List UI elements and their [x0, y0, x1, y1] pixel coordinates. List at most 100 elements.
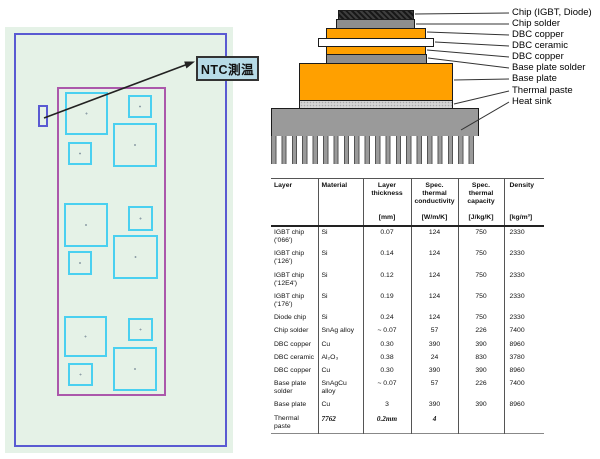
table-cell: 2330 [509, 271, 525, 279]
module-outline [14, 33, 227, 447]
table-cell: 124 [411, 311, 459, 325]
chip-solder-layer [336, 19, 415, 29]
table-cell: 124 [411, 290, 459, 312]
chip-layer [338, 10, 414, 20]
table-cell: DBC copper [271, 338, 319, 352]
table-cell: 226 [458, 377, 505, 399]
table-cell: 2330 [509, 292, 525, 300]
table-cell: Base plate solder [271, 377, 319, 399]
table-cell: 7400 [509, 327, 525, 335]
table-header-row: Layer Material Layer thickness [mm] Spec.… [271, 178, 544, 226]
chip-square [68, 142, 92, 165]
stack-label-bp-solder: Base plate solder [512, 62, 586, 73]
stack-label-chip-solder: Chip solder [512, 18, 561, 29]
table-cell [458, 412, 505, 434]
table-cell: 4 [411, 412, 459, 434]
table-cell: 0.19 [363, 290, 412, 312]
chip-square [64, 203, 108, 247]
table-cell: 750 [458, 269, 505, 291]
table-cell: 7762 [318, 412, 364, 434]
module-layout-panel: NTC測温 [0, 0, 266, 459]
table-cell: 8960 [509, 340, 525, 348]
table-cell: DBC copper [271, 364, 319, 378]
chip-square [113, 123, 157, 167]
header-thickness: Layer thickness [mm] [363, 178, 412, 226]
table-cell: Base plate [271, 398, 319, 412]
table-cell: SnAgCu alloy [318, 377, 364, 399]
header-conductivity: Spec. thermal conductivity [W/m/K] [411, 178, 459, 226]
table-cell: 8960 [509, 401, 525, 409]
chip-square [64, 316, 107, 357]
table-cell: IGBT chip ('12E4') [271, 269, 319, 291]
table-cell: Al₂O₃ [318, 351, 364, 365]
table-row: DBC ceramic Al₂O₃ 0.38 24 830 3780 [271, 351, 544, 365]
table-cell: 0.14 [363, 247, 412, 270]
table-cell: Si [318, 247, 364, 270]
chip-square [68, 251, 92, 275]
table-row: Diode chip Si 0.24 124 750 2330 [271, 311, 544, 325]
table-cell: Si [318, 290, 364, 312]
table-cell: IGBT chip ('066') [271, 225, 319, 248]
table-cell: IGBT chip ('176') [271, 290, 319, 312]
table-cell: 3780 [509, 353, 525, 361]
table-cell: 7400 [509, 380, 525, 388]
table-row: DBC copper Cu 0.30 390 390 8960 [271, 364, 544, 378]
ntc-sensor-rect [38, 105, 48, 127]
table-row: IGBT chip ('176') Si 0.19 124 750 2330 [271, 290, 544, 312]
chip-square [113, 235, 158, 279]
table-cell: Cu [318, 338, 364, 352]
table-row: Chip solder SnAg alloy ~ 0.07 57 226 7400 [271, 324, 544, 339]
layer-stack-diagram: Chip (IGBT, Diode) Chip solder DBC coppe… [270, 4, 600, 176]
table-cell: Chip solder [271, 324, 319, 339]
table-row: IGBT chip ('12E4') Si 0.12 124 750 2330 [271, 269, 544, 291]
heat-sink-body [271, 108, 479, 137]
table-cell: 2330 [509, 229, 525, 236]
table-cell: 0.30 [363, 364, 412, 378]
stack-label-dbc-copper-top: DBC copper [512, 29, 564, 40]
table-cell: 0.30 [363, 338, 412, 352]
table-cell: Diode chip [271, 311, 319, 325]
header-density: Density [kg/m³] [509, 182, 535, 221]
table-cell: 124 [411, 247, 459, 270]
table-row: Base plate solder SnAgCu alloy ~ 0.07 57 226… [271, 377, 544, 399]
table-cell: DBC ceramic [271, 351, 319, 365]
table-cell: 750 [458, 247, 505, 270]
table-cell: IGBT chip ('126') [271, 247, 319, 270]
stack-label-heat-sink: Heat sink [512, 96, 552, 107]
table-cell: Cu [318, 364, 364, 378]
table-cell: 0.12 [363, 269, 412, 291]
chip-square [128, 95, 152, 118]
table-cell: 390 [458, 364, 505, 378]
table-row: DBC copper Cu 0.30 390 390 8960 [271, 338, 544, 352]
chip-square [113, 347, 157, 391]
material-properties-table: Layer Material Layer thickness [mm] Spec.… [271, 178, 545, 435]
table-cell: 750 [458, 290, 505, 312]
header-material: Material [318, 178, 364, 226]
stack-label-thermal-paste: Thermal paste [512, 85, 573, 96]
table-cell: 8960 [509, 366, 525, 374]
stack-label-chip: Chip (IGBT, Diode) [512, 7, 592, 18]
table-cell: 390 [411, 364, 459, 378]
ntc-label: NTC測温 [196, 56, 259, 81]
heat-sink-fins [271, 136, 479, 164]
table-row: Base plate Cu 3 390 390 8960 [271, 398, 544, 412]
stack-label-dbc-copper-bot: DBC copper [512, 51, 564, 62]
table-cell: 57 [411, 324, 459, 339]
base-plate-layer [299, 63, 453, 101]
table-cell: 390 [411, 398, 459, 412]
header-layer: Layer [271, 178, 319, 226]
chip-square [128, 206, 153, 231]
table-cell: 750 [458, 311, 505, 325]
table-cell: 750 [458, 225, 505, 248]
table-cell: Cu [318, 398, 364, 412]
table-body: IGBT chip ('066') Si 0.07 124 750 2330 IGBT ch… [271, 225, 544, 434]
table-cell: SnAg alloy [318, 324, 364, 339]
table-cell: 226 [458, 324, 505, 339]
table-cell: 0.38 [363, 351, 412, 365]
table-cell: 3 [363, 398, 412, 412]
table-cell [504, 412, 544, 434]
table-cell: ~ 0.07 [363, 377, 412, 399]
table-row: IGBT chip ('126') Si 0.14 124 750 2330 [271, 247, 544, 270]
table-cell: 0.07 [363, 225, 412, 248]
chip-square [128, 318, 153, 341]
